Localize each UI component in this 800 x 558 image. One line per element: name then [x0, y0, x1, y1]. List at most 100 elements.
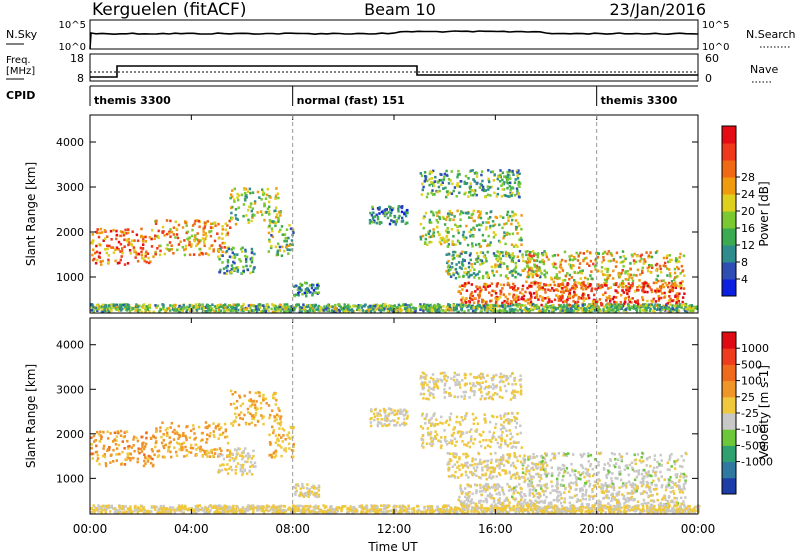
- heatmap-cell: [275, 246, 277, 249]
- heatmap-cell: [129, 249, 131, 252]
- heatmap-cell: [533, 292, 535, 295]
- heatmap-cell: [251, 258, 253, 261]
- heatmap-cell: [545, 303, 547, 306]
- heatmap-cell: [256, 407, 258, 410]
- heatmap-cell: [193, 438, 195, 441]
- heatmap-cell: [543, 283, 545, 286]
- heatmap-cell: [459, 242, 461, 245]
- heatmap-cell: [572, 305, 574, 308]
- heatmap-cell: [485, 260, 487, 263]
- heatmap-cell: [539, 310, 541, 313]
- heatmap-cell: [518, 181, 520, 184]
- heatmap-cell: [493, 376, 495, 379]
- heatmap-cell: [121, 451, 123, 454]
- heatmap-cell: [660, 268, 662, 271]
- heatmap-cell: [447, 231, 449, 234]
- heatmap-cell: [247, 269, 249, 272]
- heatmap-cell: [478, 214, 480, 217]
- heatmap-cell: [91, 452, 93, 455]
- heatmap-cell: [486, 304, 488, 307]
- heatmap-cell: [397, 417, 399, 420]
- heatmap-cell: [202, 234, 204, 237]
- heatmap-cell: [230, 193, 232, 196]
- heatmap-cell: [473, 302, 475, 305]
- heatmap-cell: [314, 305, 316, 308]
- heatmap-cell: [198, 220, 200, 223]
- heatmap-cell: [577, 272, 579, 275]
- heatmap-cell: [486, 466, 488, 469]
- heatmap-cell: [521, 253, 523, 256]
- heatmap-cell: [511, 412, 513, 415]
- heatmap-cell: [371, 305, 373, 308]
- heatmap-cell: [166, 427, 168, 430]
- heatmap-cell: [268, 404, 270, 407]
- heatmap-cell: [529, 297, 531, 300]
- heatmap-cell: [184, 446, 186, 449]
- heatmap-cell: [344, 310, 346, 313]
- heatmap-cell: [493, 179, 495, 182]
- heatmap-cell: [507, 305, 509, 308]
- heatmap-cell: [590, 289, 592, 292]
- heatmap-cell: [275, 392, 277, 395]
- heatmap-cell: [214, 305, 216, 308]
- heatmap-cell: [383, 410, 385, 413]
- heatmap-cell: [126, 440, 128, 443]
- heatmap-cell: [491, 437, 493, 440]
- heatmap-cell: [507, 383, 509, 386]
- heatmap-cell: [496, 217, 498, 220]
- heatmap-cell: [468, 396, 470, 399]
- heatmap-cell: [100, 228, 102, 231]
- heatmap-cell: [476, 305, 478, 308]
- heatmap-cell: [461, 440, 463, 443]
- heatmap-cell: [468, 262, 470, 265]
- heatmap-cell: [494, 426, 496, 429]
- heatmap-cell: [495, 460, 497, 463]
- heatmap-cell: [190, 451, 192, 454]
- heatmap-cell: [501, 305, 503, 308]
- heatmap-cell: [260, 414, 262, 417]
- heatmap-cell: [241, 470, 243, 473]
- heatmap-cell: [482, 461, 484, 464]
- heatmap-cell: [271, 409, 273, 412]
- heatmap-cell: [527, 265, 529, 268]
- heatmap-cell: [494, 266, 496, 269]
- heatmap-cell: [625, 278, 627, 281]
- heatmap-cell: [451, 228, 453, 231]
- heatmap-cell: [540, 272, 542, 275]
- heatmap-cell: [606, 296, 608, 299]
- heatmap-cell: [370, 425, 372, 428]
- freq-tick-top: 18: [70, 52, 84, 65]
- heatmap-cell: [370, 408, 372, 411]
- heatmap-cell: [479, 290, 481, 293]
- heatmap-cell: [437, 423, 439, 426]
- heatmap-cell: [423, 227, 425, 230]
- heatmap-cell: [99, 252, 101, 255]
- heatmap-cell: [277, 253, 279, 256]
- heatmap-cell: [115, 453, 117, 456]
- heatmap-cell: [243, 188, 245, 191]
- heatmap-cell: [496, 259, 498, 262]
- heatmap-cell: [453, 215, 455, 218]
- heatmap-cell: [237, 199, 239, 202]
- nsky-label: N.Sky: [6, 28, 38, 41]
- heatmap-cell: [186, 224, 188, 227]
- heatmap-cell: [286, 248, 288, 251]
- heatmap-cell: [255, 305, 257, 308]
- heatmap-cell: [511, 243, 513, 246]
- heatmap-cell: [607, 287, 609, 290]
- heatmap-cell: [683, 287, 685, 290]
- heatmap-cell: [450, 377, 452, 380]
- heatmap-cell: [636, 286, 638, 289]
- heatmap-cell: [675, 301, 677, 304]
- heatmap-cell: [459, 218, 461, 221]
- heatmap-cell: [162, 226, 164, 229]
- heatmap-cell: [449, 218, 451, 221]
- heatmap-cell: [473, 473, 475, 476]
- heatmap-cell: [685, 308, 687, 311]
- heatmap-cell: [613, 296, 615, 299]
- heatmap-cell: [520, 461, 522, 464]
- heatmap-cell: [486, 212, 488, 215]
- heatmap-cell: [223, 267, 225, 270]
- heatmap-cell: [155, 431, 157, 434]
- heatmap-cell: [456, 416, 458, 419]
